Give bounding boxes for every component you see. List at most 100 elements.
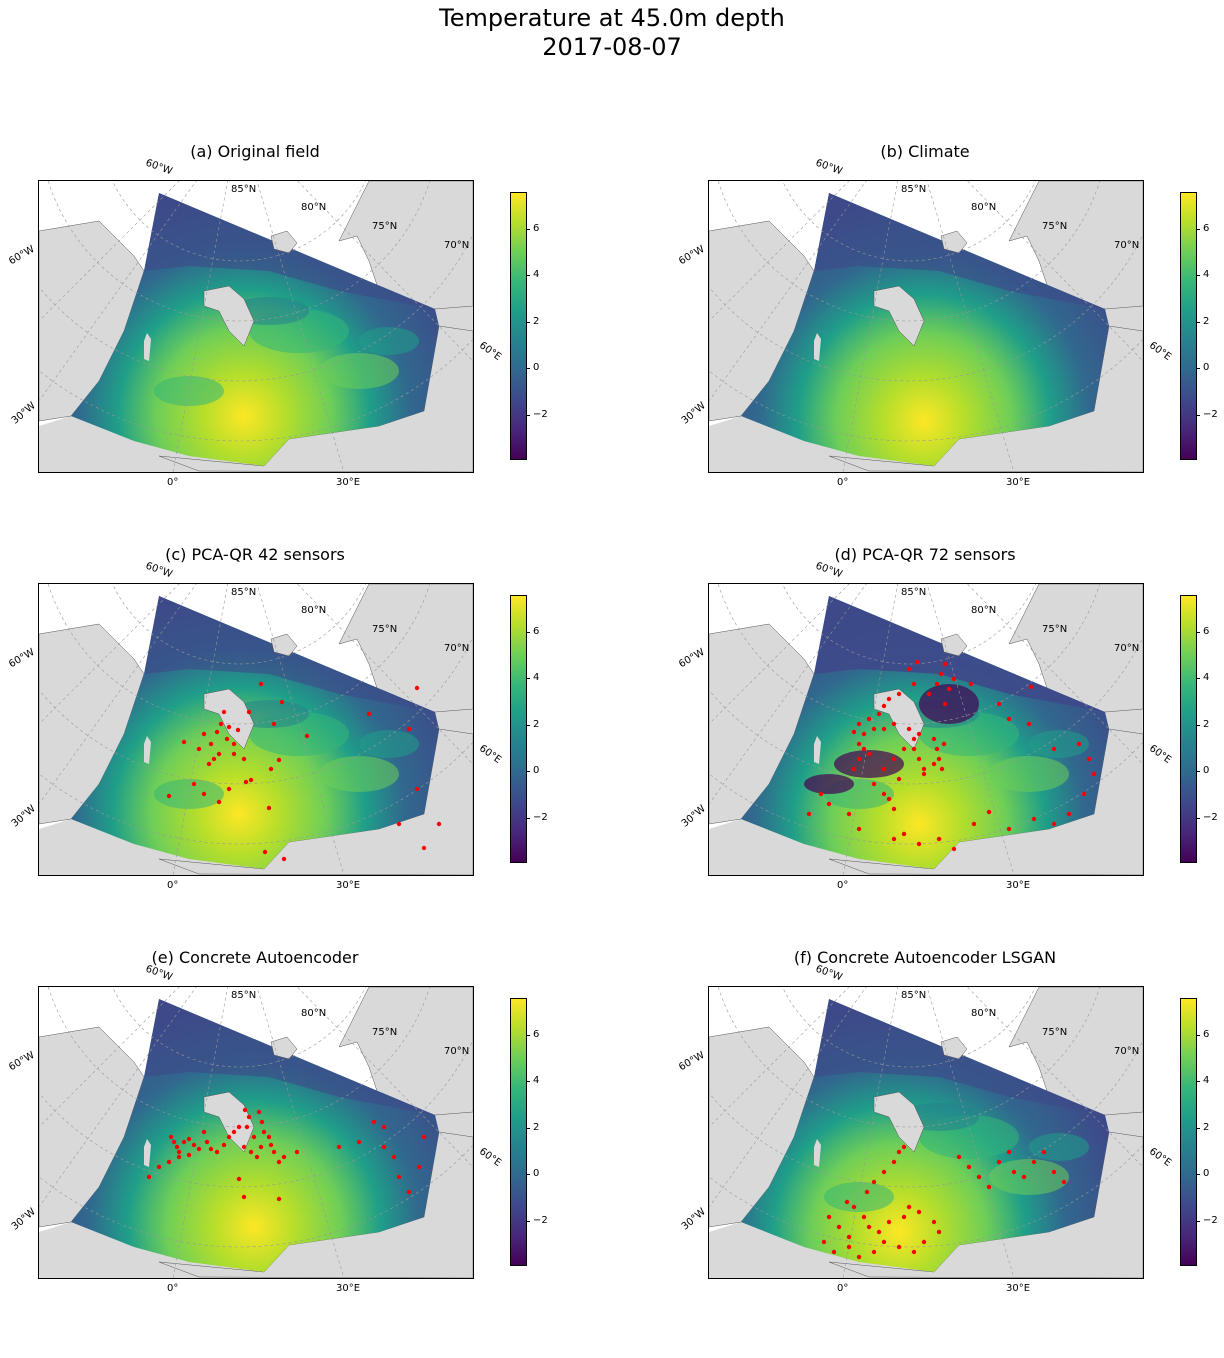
sensor-point [181, 1139, 187, 1145]
temperature-eddy [1029, 730, 1089, 758]
sensor-point [276, 1159, 282, 1165]
sensor-point [861, 1214, 867, 1220]
sensor-point [911, 681, 917, 687]
sensor-point [146, 1174, 152, 1180]
svalbard-island [203, 688, 255, 750]
sensor-point [881, 1169, 887, 1175]
sensor-point [216, 799, 222, 805]
latitude-gridline [47, 584, 431, 725]
panel-title: (d) PCA-QR 72 sensors [834, 545, 1016, 564]
sensor-point [856, 1254, 862, 1260]
map-axes [38, 180, 474, 473]
sensor-point [916, 731, 922, 737]
longitude-gridline [709, 584, 850, 725]
sensor-point [826, 801, 832, 807]
gridline-label: 80°N [301, 202, 327, 213]
franz-josef-island [940, 230, 968, 254]
temperature-eddy [359, 730, 419, 758]
gridline-label: 60°E [477, 1146, 504, 1169]
sensor-point [891, 806, 897, 812]
franz-josef-island [270, 633, 298, 657]
sensor-point [1091, 771, 1097, 777]
jan-mayen-island [144, 1139, 151, 1167]
colorbar-tick-label: 4 [1195, 269, 1210, 280]
temperature-eddy [824, 1182, 894, 1212]
jan-mayen-island [144, 736, 151, 764]
sensor-point [856, 741, 862, 747]
sensor-point [396, 821, 402, 827]
sensor-point [236, 1124, 242, 1130]
colorbar-tick-label: 2 [525, 719, 540, 730]
gridline-label: 30°W [9, 400, 38, 427]
colorbar-tick-label: 2 [1195, 316, 1210, 327]
sensor-point [951, 676, 957, 682]
longitude-gridline [39, 584, 180, 725]
gridline-label: 70°N [1114, 240, 1140, 251]
gridline-label: 60°E [1147, 743, 1174, 766]
gridline-label: 30°E [1006, 1283, 1031, 1294]
map-panel-1: (a) Original field 85°N 80°N 75°N 70°N 60°W 60… [0, 142, 600, 552]
colorbar-tick-label: 4 [1195, 672, 1210, 683]
sensor-point [901, 1214, 907, 1220]
sensor-point [931, 761, 937, 767]
colorbar-tick-label: 0 [1195, 362, 1210, 373]
colorbar-tick-label: 4 [525, 269, 540, 280]
temperature-eddy [1029, 1133, 1089, 1161]
gridline-label: 60°W [7, 1049, 37, 1074]
map-axes [38, 583, 474, 876]
map-svg [709, 584, 1143, 875]
sensor-point [1086, 756, 1092, 762]
gridline-label: 80°N [301, 605, 327, 616]
sensor-point [871, 1249, 877, 1255]
latitude-gridline [709, 1039, 1143, 1188]
sensor-point [201, 791, 207, 797]
gridline-label: 80°N [301, 1008, 327, 1019]
sensor-point [371, 1119, 377, 1125]
sensor-point [1006, 1149, 1012, 1155]
sensor-point [871, 781, 877, 787]
gridline-label: 85°N [901, 587, 927, 598]
sensor-point [186, 1136, 192, 1142]
sensor-point [846, 1234, 852, 1240]
colorbar [510, 998, 527, 1266]
sensor-point [906, 726, 912, 732]
sensor-point [1031, 816, 1037, 822]
colorbar-tick-label: −2 [1196, 409, 1218, 420]
sensor-point [921, 771, 927, 777]
svalbard-island [873, 285, 925, 347]
sensor-point [231, 1129, 237, 1135]
gridline-label: 0° [167, 880, 179, 891]
sensor-point [436, 821, 442, 827]
sensor-point [226, 724, 232, 730]
jan-mayen-island [144, 333, 151, 361]
latitude-gridline [717, 584, 1101, 725]
sensor-point [268, 766, 274, 772]
sensor-point [268, 1142, 274, 1148]
sensor-point [881, 703, 887, 709]
sensor-point [221, 709, 227, 715]
franz-josef-island [270, 1036, 298, 1060]
panel-title: (e) Concrete Autoencoder [151, 948, 359, 967]
gridline-label: 0° [837, 477, 849, 488]
sensor-point [421, 845, 427, 851]
gridline-label: 60°W [677, 243, 707, 268]
sensor-point [416, 1164, 422, 1170]
latitude-gridline [39, 1039, 473, 1188]
sensor-point [336, 1144, 342, 1150]
sensor-point [916, 841, 922, 847]
sensor-point [304, 733, 310, 739]
longitude-gridline [39, 181, 180, 322]
colorbar-tick-label: 2 [1195, 719, 1210, 730]
cold-eddy [804, 774, 854, 794]
sensor-point [936, 836, 942, 842]
sensor-point [844, 1199, 850, 1205]
temperature-eddy [154, 779, 224, 809]
sensor-point [921, 766, 927, 772]
sensor-point [936, 756, 942, 762]
sensor-point [1051, 746, 1057, 752]
sensor-point [168, 1134, 174, 1140]
colorbar-tick-label: 6 [525, 223, 540, 234]
sensor-point [196, 1146, 202, 1152]
sensor-point [891, 836, 897, 842]
sensor-point [211, 756, 217, 762]
